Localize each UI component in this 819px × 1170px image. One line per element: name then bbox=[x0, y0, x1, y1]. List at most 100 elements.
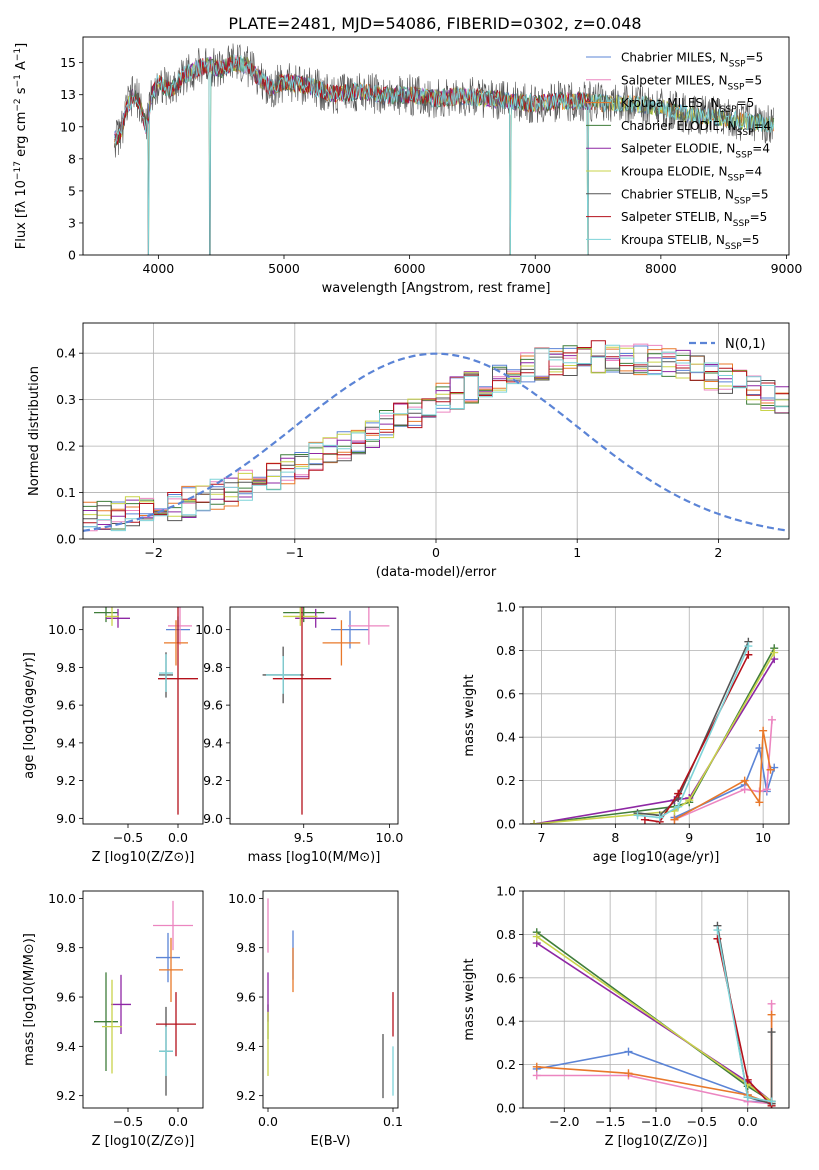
x-tick-label: −0.5 bbox=[113, 1114, 143, 1129]
y-axis-label: Normed distribution bbox=[27, 366, 42, 496]
legend-label-part: Salpeter ELODIE, N bbox=[621, 142, 735, 156]
series-line-kroupa_stelib bbox=[637, 645, 750, 819]
series-line-salpeter_elodie bbox=[533, 658, 775, 824]
x-tick-label: 2 bbox=[714, 545, 722, 560]
histogram-kroupa_stelib bbox=[83, 344, 789, 532]
plot-area bbox=[83, 340, 789, 532]
y-tick-label: 9.6 bbox=[236, 990, 256, 1005]
y-tick-label: 0 bbox=[68, 248, 76, 263]
axes-frame bbox=[262, 890, 399, 1109]
x-axis-label-part: wavelength [Angstrom, rest frame] bbox=[322, 281, 551, 296]
plot-area bbox=[262, 607, 390, 815]
legend-label-part: Kroupa ELODIE, N bbox=[621, 165, 728, 179]
axes-mass_weight_vs_age: 7 8 9 10 0.0 0.2 0.4 0.6 0.8 1.0 age [log10(age/yr… bbox=[462, 600, 790, 865]
y-tick-label: 9.4 bbox=[236, 1039, 256, 1054]
legend-label-part: Kroupa MILES, N bbox=[621, 96, 720, 110]
legend-label-part: =4 bbox=[753, 119, 771, 133]
y-tick-label: 9.6 bbox=[56, 698, 76, 713]
legend-label: Salpeter MILES, NSSP=5 bbox=[621, 73, 762, 92]
y-tick-label: 9.8 bbox=[203, 660, 223, 675]
x-tick-label: 8000 bbox=[645, 261, 677, 276]
y-tick-label: 10.0 bbox=[195, 622, 223, 637]
x-axis-label: E(B-V) bbox=[310, 1134, 350, 1149]
legend-label-part: SSP bbox=[737, 128, 754, 138]
x-tick-label: 6000 bbox=[394, 261, 426, 276]
x-axis-label-part: Z [log10(Z/Z⊙)] bbox=[92, 1134, 195, 1149]
y-tick-label: 10 bbox=[60, 119, 76, 134]
plot-area bbox=[114, 43, 775, 255]
x-axis-label: Z [log10(Z/Z⊙)] bbox=[92, 850, 195, 865]
y-tick-label: 0.0 bbox=[56, 532, 76, 547]
x-tick-label: 9000 bbox=[771, 261, 803, 276]
y-axis-label-part: −1 bbox=[13, 74, 23, 87]
x-axis-label: wavelength [Angstrom, rest frame] bbox=[322, 281, 551, 296]
legend-label-part: =5 bbox=[742, 233, 760, 247]
y-tick-label: 9.4 bbox=[56, 1039, 76, 1054]
y-axis-label-part: A bbox=[14, 61, 29, 74]
x-tick-label: 7 bbox=[537, 830, 545, 845]
x-tick-label: 0.1 bbox=[383, 1114, 403, 1129]
y-tick-label: 1.0 bbox=[496, 600, 516, 615]
x-tick-label: 9.5 bbox=[294, 830, 314, 845]
x-axis-label-part: mass [log10(M/M⊙)] bbox=[248, 850, 381, 865]
legend-label-part: =5 bbox=[737, 96, 755, 110]
legend-label-part: =5 bbox=[750, 210, 768, 224]
legend-label: Chabrier STELIB, NSSP=5 bbox=[621, 187, 769, 206]
y-axis-label-part: s bbox=[14, 87, 29, 98]
y-tick-label: 10.0 bbox=[48, 622, 76, 637]
y-tick-label: 9.2 bbox=[56, 773, 76, 788]
x-tick-label: 1 bbox=[573, 545, 581, 560]
series-marker-kroupa_miles bbox=[767, 1010, 776, 1019]
x-tick-label: 10 bbox=[755, 830, 771, 845]
series-marker-salpeter_stelib bbox=[744, 650, 753, 659]
x-axis-label-part: Z [log10(Z/Z⊙)] bbox=[605, 1134, 708, 1149]
y-tick-label: 9.4 bbox=[203, 735, 223, 750]
x-axis-label-part: (data-model)/error bbox=[376, 565, 497, 580]
x-axis-label: Z [log10(Z/Z⊙)] bbox=[92, 1134, 195, 1149]
x-axis-label: mass [log10(M/M⊙)] bbox=[248, 850, 381, 865]
y-axis-label-part: −2 bbox=[13, 98, 23, 111]
x-tick-label: 10.0 bbox=[376, 830, 404, 845]
legend-label: Chabrier ELODIE, NSSP=4 bbox=[621, 119, 771, 138]
y-axis-label: Flux [fλ 10−17 erg cm−2 s−1 A−1] bbox=[13, 43, 29, 250]
plot-area bbox=[94, 900, 196, 1096]
legend-label: Kroupa STELIB, NSSP=5 bbox=[621, 233, 759, 252]
axes-age_vs_mass: 9.5 10.0 9.0 9.2 9.4 9.6 9.8 10.0 mass [log10(M/… bbox=[195, 606, 404, 865]
series-marker-salpeter_miles bbox=[768, 715, 777, 724]
series-marker-salpeter_miles bbox=[767, 999, 776, 1008]
y-axis-label: age [log10(age/yr)] bbox=[22, 652, 37, 779]
normal-curve bbox=[83, 352, 789, 532]
series-marker-salpeter_miles bbox=[762, 785, 771, 794]
series-marker-kroupa_stelib bbox=[744, 642, 753, 651]
y-tick-label: 9.0 bbox=[56, 811, 76, 826]
y-axis-label-part: mass [log10(M/M⊙)] bbox=[22, 933, 37, 1066]
x-tick-label: 8 bbox=[611, 830, 619, 845]
y-tick-label: 0.4 bbox=[496, 1014, 516, 1029]
x-tick-label: 0.0 bbox=[168, 1114, 188, 1129]
y-tick-label: 0.0 bbox=[496, 817, 516, 832]
legend-label-part: SSP bbox=[725, 242, 742, 252]
legend-label-part: =4 bbox=[752, 142, 770, 156]
x-tick-label: −2 bbox=[144, 545, 162, 560]
x-tick-label: 0.0 bbox=[168, 830, 188, 845]
axes-mass_vs_metallicity: −0.5 0.0 9.2 9.4 9.6 9.8 10.0 Z [log10(Z/Z⊙)] ma… bbox=[22, 890, 204, 1149]
series-marker-kroupa_stelib bbox=[767, 1097, 776, 1106]
series-marker-kroupa_stelib bbox=[633, 811, 642, 820]
figure-title: PLATE=2481, MJD=54086, FIBERID=0302, z=0… bbox=[228, 14, 641, 33]
y-axis-label: mass [log10(M/M⊙)] bbox=[22, 933, 37, 1066]
legend-label: Kroupa MILES, NSSP=5 bbox=[621, 96, 754, 115]
y-tick-label: 0.6 bbox=[496, 686, 516, 701]
series-marker-salpeter_stelib bbox=[674, 789, 683, 798]
series-line-kroupa_stelib bbox=[716, 929, 772, 1103]
series-marker-salpeter_miles bbox=[532, 1071, 541, 1080]
x-tick-label: 5000 bbox=[268, 261, 300, 276]
x-axis-label: age [log10(age/yr)] bbox=[593, 850, 720, 865]
legend-label-part: SSP bbox=[720, 105, 737, 115]
y-tick-label: 0.1 bbox=[56, 485, 76, 500]
y-tick-label: 1.0 bbox=[496, 884, 516, 899]
series-marker-kroupa_elodie bbox=[770, 648, 779, 657]
y-tick-label: 10.0 bbox=[48, 891, 76, 906]
series-line-kroupa_elodie bbox=[536, 935, 773, 1103]
x-axis-label-part: age [log10(age/yr)] bbox=[593, 850, 720, 865]
